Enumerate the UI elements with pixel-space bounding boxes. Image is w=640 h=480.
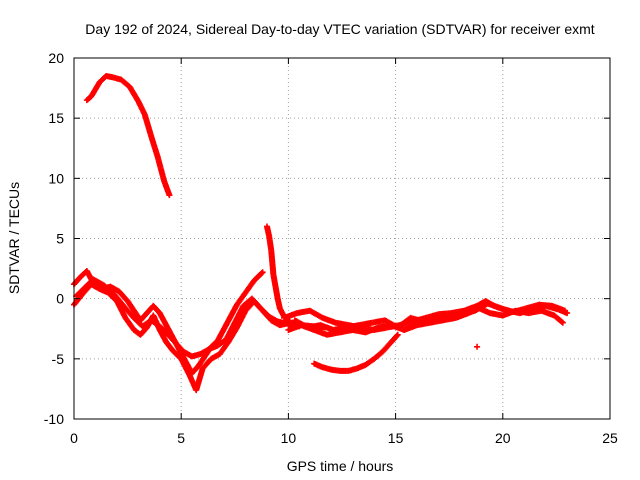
x-axis-label: GPS time / hours [287, 458, 394, 474]
ticks: 0 5 10 15 20 25 -10 -5 0 5 10 15 20 [44, 50, 618, 446]
series-isolated [474, 343, 481, 350]
series-early-high [83, 73, 173, 199]
y-tick-label: 15 [48, 110, 64, 126]
y-tick-label: -5 [52, 351, 65, 367]
plot-area [71, 73, 571, 394]
series-spike [263, 223, 303, 330]
data-point [259, 269, 266, 276]
data-point [558, 318, 565, 325]
y-axis-label: SDTVAR / TECUs [6, 182, 22, 294]
data-point [474, 343, 481, 350]
x-tick-label: 0 [70, 430, 78, 446]
series-afternoon-c [291, 300, 568, 333]
y-tick-label: 0 [56, 291, 64, 307]
data-point [559, 319, 566, 326]
x-tick-label: 10 [281, 430, 297, 446]
chart-title: Day 192 of 2024, Sidereal Day-to-day VTE… [85, 21, 594, 37]
y-tick-label: 20 [48, 50, 64, 66]
series-dip [311, 331, 401, 374]
data-point [258, 270, 265, 277]
data-point [394, 331, 401, 338]
y-tick-label: 5 [56, 231, 64, 247]
data-point [166, 192, 173, 199]
x-tick-label: 15 [388, 430, 404, 446]
series-main-c [71, 281, 294, 394]
x-tick-label: 5 [177, 430, 185, 446]
y-tick-label: 10 [48, 170, 64, 186]
x-tick-label: 20 [495, 430, 511, 446]
y-tick-label: -10 [44, 411, 64, 427]
data-point [561, 307, 568, 314]
data-point [393, 332, 400, 339]
x-tick-label: 25 [602, 430, 618, 446]
grid [74, 58, 610, 419]
